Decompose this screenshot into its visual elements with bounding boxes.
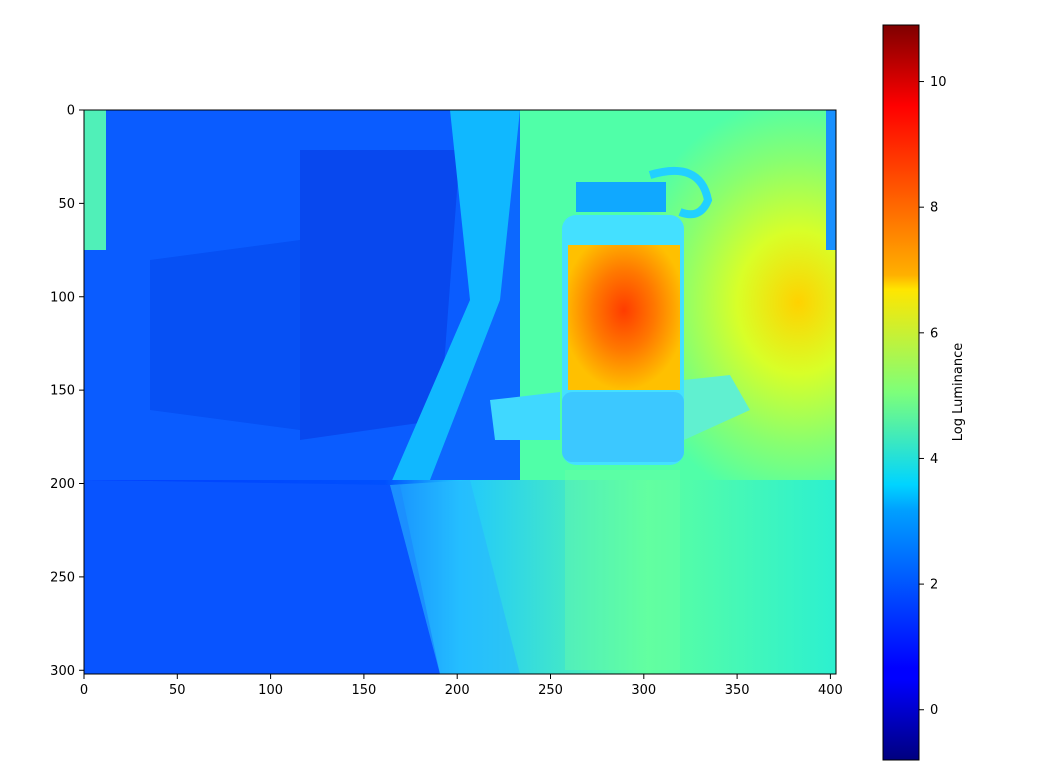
- y-tick-label: 250: [50, 570, 75, 585]
- colorbar-tick-label: 8: [930, 201, 938, 216]
- x-axis: 0 50 100 150 200 250 300 350 400: [80, 674, 843, 698]
- colorbar-label: Log Luminance: [951, 343, 966, 441]
- y-tick-label: 0: [67, 104, 75, 119]
- y-tick-label: 50: [58, 197, 75, 212]
- x-tick-label: 0: [80, 683, 88, 698]
- y-axis: 0 50 100 150 200 250 300: [50, 104, 84, 679]
- x-tick-label: 150: [351, 683, 376, 698]
- y-tick-label: 100: [50, 290, 75, 305]
- heatmap-image: [84, 110, 836, 674]
- x-tick-label: 250: [538, 683, 563, 698]
- x-tick-label: 200: [445, 683, 470, 698]
- colorbar-tick-label: 2: [930, 578, 938, 593]
- colorbar-tick-label: 0: [930, 703, 938, 718]
- x-tick-label: 350: [725, 683, 750, 698]
- y-tick-label: 200: [50, 477, 75, 492]
- y-tick-label: 150: [50, 384, 75, 399]
- x-tick-label: 50: [169, 683, 186, 698]
- colorbar: [882, 24, 920, 761]
- x-tick-label: 300: [631, 683, 656, 698]
- colorbar-axis: 0 2 4 6 8 10: [919, 75, 947, 718]
- y-tick-label: 300: [50, 664, 75, 679]
- plot-frame: [83, 109, 837, 675]
- colorbar-tick-label: 6: [930, 326, 938, 341]
- colorbar-tick-label: 4: [930, 452, 938, 467]
- x-tick-label: 100: [258, 683, 283, 698]
- x-tick-label: 400: [818, 683, 843, 698]
- colorbar-tick-label: 10: [930, 75, 947, 90]
